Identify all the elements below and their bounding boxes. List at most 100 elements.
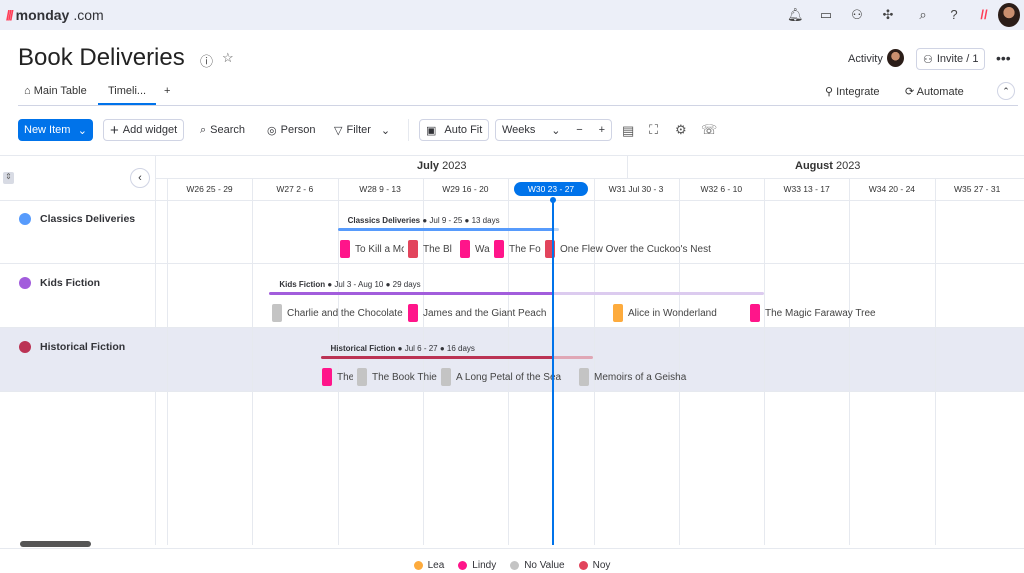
- week-gridline: [508, 178, 510, 545]
- collapse-header-button[interactable]: ⌃: [997, 82, 1015, 100]
- bell-icon[interactable]: 🔔︎: [787, 7, 804, 22]
- group-name[interactable]: Kids Fiction: [40, 277, 101, 289]
- item-person-color: [750, 304, 760, 322]
- legend-color-dot: [578, 561, 588, 570]
- chevron-down-icon[interactable]: ⌄: [380, 124, 391, 137]
- zoom-in-button[interactable]: +: [598, 124, 605, 136]
- week-label: W35 27 - 31: [954, 184, 1001, 194]
- group-bar-label: Classics Deliveries ● Jul 9 - 25 ● 13 da…: [347, 216, 500, 225]
- zoom-level-select[interactable]: Weeks ⌄ − +: [495, 119, 612, 141]
- toolbar-divider: [408, 119, 409, 141]
- more-options-icon[interactable]: •••: [996, 50, 1011, 66]
- timeline-item[interactable]: Charlie and the Chocolate: [272, 304, 404, 322]
- row-divider: [0, 391, 1024, 392]
- timeline-item[interactable]: A Long Petal of the Sea: [441, 368, 575, 386]
- filter-button[interactable]: ▽ Filter ⌄: [334, 124, 391, 137]
- apps-icon[interactable]: ✣: [882, 7, 894, 22]
- group-name[interactable]: Classics Deliveries: [40, 213, 136, 225]
- item-person-color: [545, 240, 555, 258]
- timeline-item[interactable]: One Flew Over the Cuckoo's Nest: [545, 240, 725, 258]
- export-icon[interactable]: ▤: [622, 123, 635, 138]
- week-gridline: [252, 178, 254, 545]
- star-icon[interactable]: ☆: [222, 50, 234, 65]
- add-view-button[interactable]: +: [164, 85, 171, 97]
- timeline-item[interactable]: Wa: [460, 240, 490, 258]
- week-label: W28 9 - 13: [359, 184, 401, 194]
- help-icon[interactable]: ?: [950, 7, 958, 22]
- timeline-item[interactable]: Alice in Wonderland: [613, 304, 733, 322]
- header-row-divider: [0, 200, 1024, 201]
- fullscreen-icon[interactable]: ⛶: [649, 122, 659, 137]
- timeline-item[interactable]: The: [322, 368, 353, 386]
- timeline-item[interactable]: Memoirs of a Geisha: [579, 368, 699, 386]
- week-label: W34 20 - 24: [868, 184, 916, 194]
- item-person-color: [579, 368, 589, 386]
- group-timeline-bar[interactable]: [337, 228, 560, 231]
- board-title[interactable]: Book Deliveries: [18, 44, 185, 71]
- group-color-dot[interactable]: [19, 341, 31, 353]
- month-row-divider: [155, 178, 1024, 179]
- activity-avatar[interactable]: [887, 49, 904, 67]
- activity-label[interactable]: Activity: [848, 53, 883, 65]
- legend-item: Lindy: [458, 560, 496, 571]
- item-person-color: [408, 240, 418, 258]
- integrate-button[interactable]: ⚲ Integrate: [825, 86, 880, 98]
- product-switcher-icon[interactable]: //: [980, 7, 988, 22]
- month-label-july: July 2023: [417, 160, 467, 172]
- week-label: W26 25 - 29: [186, 184, 233, 194]
- info-icon[interactable]: ⓘ: [200, 54, 214, 69]
- group-timeline-bar[interactable]: [269, 292, 765, 295]
- week-gridline: [849, 178, 851, 545]
- invite-members-icon[interactable]: ⚇: [851, 7, 863, 22]
- legend-item: Lea: [413, 560, 444, 571]
- group-color-dot[interactable]: [19, 277, 31, 289]
- week-label: W33 13 - 17: [783, 184, 830, 194]
- zoom-out-button[interactable]: −: [576, 124, 583, 136]
- horizontal-scrollbar[interactable]: [20, 541, 91, 547]
- search-button[interactable]: ⌕ Search: [200, 123, 246, 137]
- person-filter-button[interactable]: ◎ Person: [267, 124, 316, 137]
- timeline-item[interactable]: James and the Giant Peach: [408, 304, 598, 322]
- item-person-color: [272, 304, 282, 322]
- plus-icon: +: [110, 121, 119, 139]
- today-marker: [551, 198, 554, 545]
- timeline-item[interactable]: The Fo: [494, 240, 541, 258]
- new-item-button[interactable]: New Item ⌄: [18, 119, 93, 141]
- group-color-dot[interactable]: [19, 213, 31, 225]
- timeline-item[interactable]: To Kill a Mc: [340, 240, 404, 258]
- group-name[interactable]: Historical Fiction: [40, 341, 126, 353]
- timeline-item[interactable]: The Bl: [408, 240, 456, 258]
- automate-button[interactable]: ⟳ Automate: [905, 86, 964, 98]
- auto-fit-button[interactable]: ▣ Auto Fit: [419, 119, 490, 141]
- row-divider: [0, 263, 1024, 264]
- item-person-color: [357, 368, 367, 386]
- tab-main-table[interactable]: ⌂ Main Table: [24, 85, 87, 97]
- settings-icon[interactable]: ⚙: [675, 122, 687, 137]
- item-person-color: [613, 304, 623, 322]
- week-label: W29 16 - 20: [442, 184, 489, 194]
- search-icon[interactable]: ⌕: [919, 7, 927, 22]
- collapse-all-icon[interactable]: ⇕: [3, 172, 14, 184]
- calendar-icon: ▣: [426, 124, 437, 137]
- legend-color-dot: [413, 561, 423, 570]
- invite-button[interactable]: ⚇ Invite / 1: [916, 48, 986, 70]
- collapse-panel-button[interactable]: ‹: [130, 168, 150, 188]
- timeline-item[interactable]: The Book Thie: [357, 368, 437, 386]
- group-timeline-bar[interactable]: [320, 356, 594, 359]
- timeline-item[interactable]: The Magic Faraway Tree: [750, 304, 890, 322]
- week-gridline: [934, 178, 936, 545]
- item-person-color: [322, 368, 332, 386]
- feedback-icon[interactable]: ☏: [701, 122, 718, 137]
- chevron-down-icon[interactable]: ⌄: [77, 124, 87, 137]
- integrate-icon: ⚲: [825, 86, 834, 98]
- person-icon: ◎: [267, 124, 277, 137]
- add-widget-button[interactable]: + Add widget: [103, 119, 185, 141]
- week-label: W27 2 - 6: [276, 184, 314, 194]
- tab-timeline[interactable]: Timeli...: [108, 85, 147, 97]
- week-gridline: [593, 178, 595, 545]
- month-divider: [627, 155, 628, 178]
- home-icon: ⌂: [24, 85, 31, 97]
- inbox-icon[interactable]: ▭: [819, 7, 833, 22]
- monday-logo[interactable]: ///monday .com: [6, 7, 104, 23]
- user-avatar[interactable]: [998, 3, 1020, 27]
